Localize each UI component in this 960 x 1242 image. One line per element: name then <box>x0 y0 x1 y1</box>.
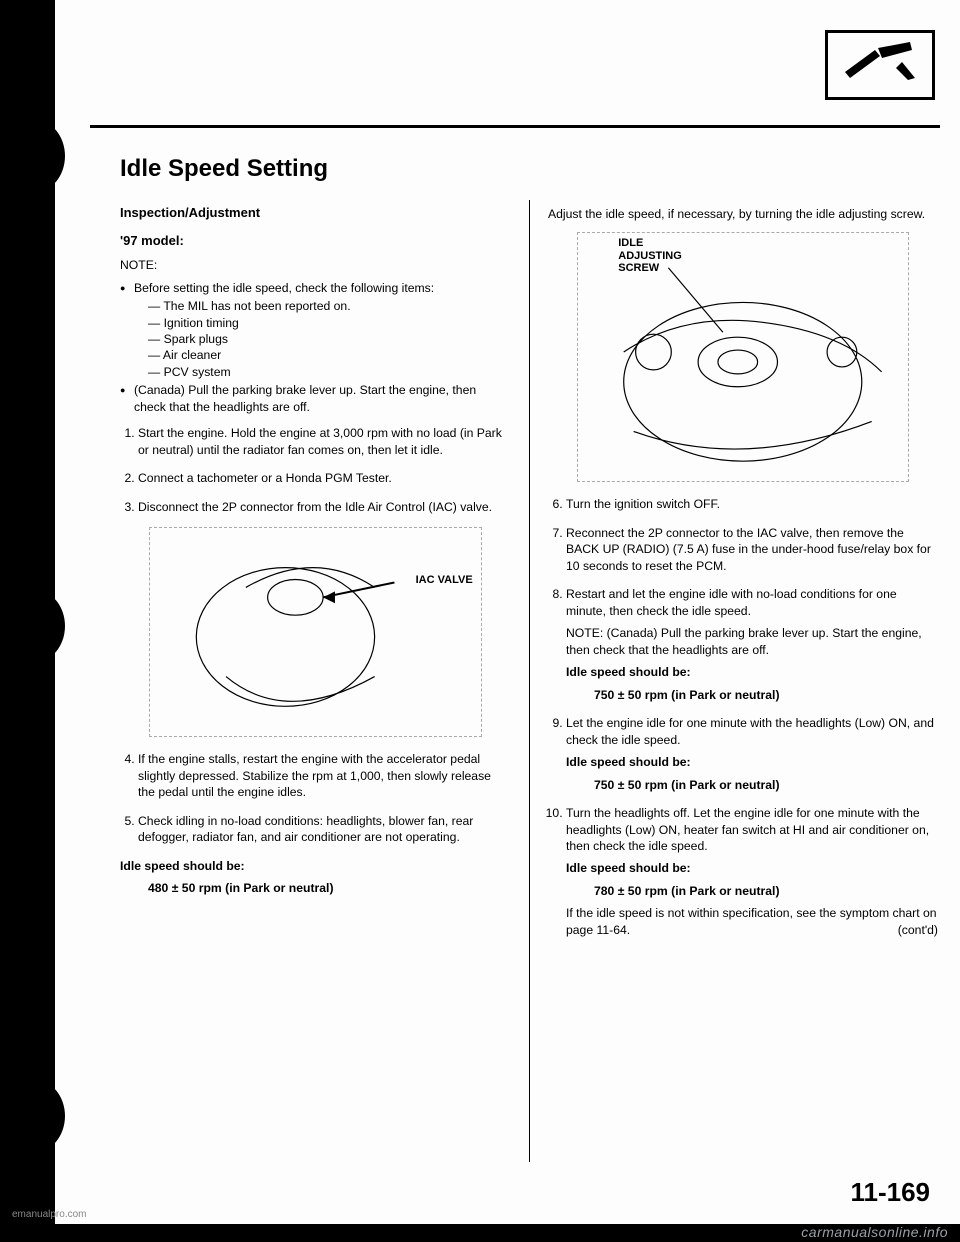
intro-text: Adjust the idle speed, if necessary, by … <box>548 206 938 222</box>
model-label: '97 model: <box>120 232 511 250</box>
page-title: Idle Speed Setting <box>120 155 328 183</box>
bullet-item: (Canada) Pull the parking brake lever up… <box>120 382 511 415</box>
step-item: Reconnect the 2P connector to the IAC va… <box>566 525 938 574</box>
step-text: Turn the headlights off. Let the engine … <box>566 806 929 853</box>
watermark-left: emanualpro.com <box>12 1209 86 1220</box>
spec-value: 480 ± 50 rpm (in Park or neutral) <box>120 880 511 896</box>
screwdriver-icon <box>840 40 920 90</box>
contd-label: (cont'd) <box>898 922 938 938</box>
step-item: Let the engine idle for one minute with … <box>566 715 938 793</box>
binding-spine <box>0 0 55 1242</box>
step-item: Disconnect the 2P connector from the Idl… <box>138 499 511 515</box>
iac-valve-illustration <box>150 528 480 736</box>
step-item: Connect a tachometer or a Honda PGM Test… <box>138 470 511 486</box>
dash-item: Ignition timing <box>148 315 511 331</box>
spec-label: Idle speed should be: <box>120 858 511 874</box>
bullet-text: Before setting the idle speed, check the… <box>134 281 434 295</box>
page-root: Idle Speed Setting Inspection/Adjustment… <box>0 0 960 1242</box>
dash-item: The MIL has not been reported on. <box>148 298 511 314</box>
spec-label: Idle speed should be: <box>566 860 938 876</box>
spec-value: 750 ± 50 rpm (in Park or neutral) <box>566 687 938 703</box>
bullet-item: Before setting the idle speed, check the… <box>120 280 511 381</box>
page-number: 11-169 <box>850 1177 930 1208</box>
footer-note: If the idle speed is not within specific… <box>566 905 938 938</box>
step-item: Turn the ignition switch OFF. <box>566 496 938 512</box>
steps-list: Start the engine. Hold the engine at 3,0… <box>120 425 511 515</box>
note-label: NOTE: <box>120 257 511 273</box>
check-items: The MIL has not been reported on. Igniti… <box>134 298 511 380</box>
dash-item: PCV system <box>148 364 511 380</box>
spec-value: 750 ± 50 rpm (in Park or neutral) <box>566 777 938 793</box>
spec-label: Idle speed should be: <box>566 754 938 770</box>
note-bullets: Before setting the idle speed, check the… <box>120 280 511 416</box>
steps-list: If the engine stalls, restart the engine… <box>120 751 511 845</box>
footer-text: If the idle speed is not within specific… <box>566 906 937 936</box>
left-column: Inspection/Adjustment '97 model: NOTE: B… <box>120 200 529 1162</box>
steps-list: Turn the ignition switch OFF. Reconnect … <box>548 496 938 938</box>
content-columns: Inspection/Adjustment '97 model: NOTE: B… <box>120 200 938 1162</box>
right-column: Adjust the idle speed, if necessary, by … <box>529 200 938 1162</box>
section-icon-box <box>825 30 935 100</box>
dash-item: Spark plugs <box>148 331 511 347</box>
figure-idle-screw: IDLE ADJUSTING SCREW <box>577 232 909 482</box>
watermark-right: carmanualsonline.info <box>801 1224 948 1240</box>
dash-item: Air cleaner <box>148 347 511 363</box>
step-text: Restart and let the engine idle with no-… <box>566 587 897 617</box>
figure-iac-valve: IAC VALVE <box>149 527 481 737</box>
section-heading: Inspection/Adjustment <box>120 204 511 222</box>
step-text: Let the engine idle for one minute with … <box>566 716 934 746</box>
note-text: NOTE: (Canada) Pull the parking brake le… <box>566 625 938 658</box>
binder-hole <box>5 1080 65 1152</box>
step-item: Check idling in no-load conditions: head… <box>138 813 511 846</box>
figure-label: IAC VALVE <box>416 573 473 588</box>
binder-hole <box>5 120 65 192</box>
step-item: Restart and let the engine idle with no-… <box>566 586 938 703</box>
step-item: Turn the headlights off. Let the engine … <box>566 805 938 938</box>
spec-label: Idle speed should be: <box>566 664 938 680</box>
header-rule <box>90 125 940 128</box>
figure-label: IDLE ADJUSTING SCREW <box>618 237 698 273</box>
spec-value: 780 ± 50 rpm (in Park or neutral) <box>566 883 938 899</box>
binder-hole <box>5 590 65 662</box>
step-item: Start the engine. Hold the engine at 3,0… <box>138 425 511 458</box>
step-item: If the engine stalls, restart the engine… <box>138 751 511 800</box>
